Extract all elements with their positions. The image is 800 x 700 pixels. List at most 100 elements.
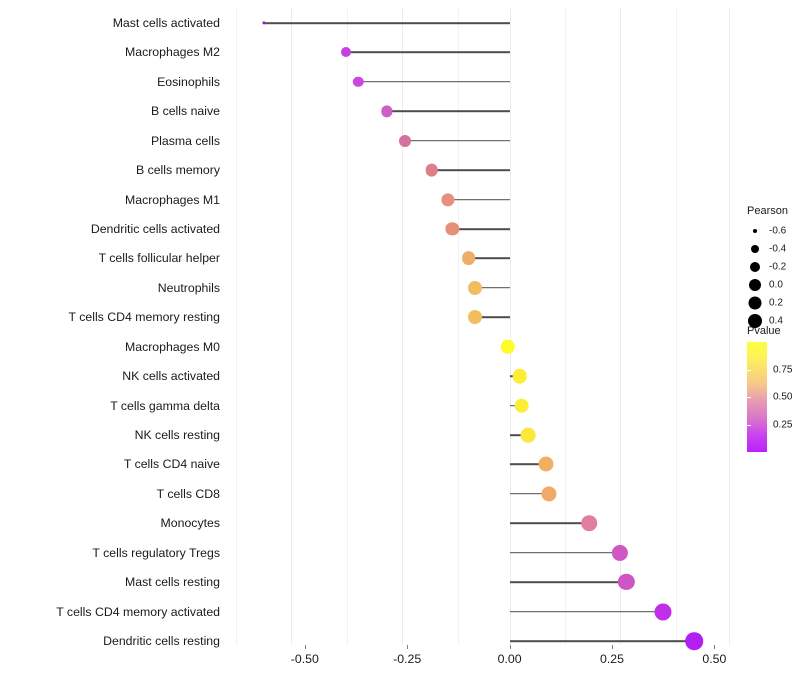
lollipop-point[interactable] (512, 368, 528, 384)
legend-pearson-key (749, 279, 761, 291)
legend-pearson-key (750, 262, 760, 272)
lollipop-point[interactable] (381, 105, 393, 117)
legend-pearson-label: -0.2 (769, 261, 787, 273)
lollipop-stem (263, 22, 510, 24)
colorbar-tickmark (747, 397, 751, 398)
y-axis-label: T cells gamma delta (110, 398, 220, 413)
gridline-minor (676, 8, 677, 645)
x-axis-tick-label: 0.25 (600, 652, 624, 666)
y-axis-label: B cells memory (135, 163, 220, 178)
lollipop-stem (448, 198, 510, 201)
y-axis-label: Mast cells activated (112, 16, 220, 30)
legend-pearson-key (753, 229, 757, 233)
y-axis-label: T cells follicular helper (98, 251, 220, 266)
y-axis-label: Monocytes (160, 516, 220, 531)
legend-pearson-row: -0.4 (745, 240, 800, 258)
y-axis-labels: Mast cells activated Macrophages M2 Eosino… (0, 0, 220, 700)
lollipop-point[interactable] (399, 134, 412, 147)
legend-pearson-key (748, 314, 762, 328)
x-axis-tickmark (612, 645, 613, 649)
y-axis-label: Mast cells resting (125, 575, 220, 590)
x-axis-tick-label: 0.00 (497, 652, 522, 666)
lollipop-point[interactable] (352, 76, 364, 88)
x-axis-tick-label: -0.50 (290, 652, 319, 666)
lollipop-stem (509, 551, 621, 554)
y-axis-label: T cells CD8 (156, 486, 220, 501)
legend-pearson-title: Pearson (747, 205, 788, 217)
x-axis-tickmark (407, 645, 409, 649)
colorbar-tick-label: 0.25 (773, 419, 793, 430)
lollipop-point[interactable] (262, 21, 266, 25)
lollipop-stem (509, 610, 664, 613)
y-axis-label: T cells CD4 memory resting (68, 310, 220, 325)
legend-pvalue-title: Pvalue (747, 325, 781, 337)
legend-pearson-row: -0.6 (745, 222, 800, 240)
lollipop-point[interactable] (445, 222, 459, 236)
y-axis-label: T cells regulatory Tregs (92, 545, 220, 560)
y-axis-label: Eosinophils (157, 74, 220, 89)
legend-pearson-label: 0.0 (769, 279, 783, 291)
colorbar-tick-label: 0.75 (773, 364, 793, 375)
colorbar-tickmark (747, 424, 751, 426)
colorbar-tick-label: 0.50 (773, 391, 793, 403)
x-axis-tick-label: -0.25 (393, 652, 422, 666)
legend-pearson: Pearson -0.6 -0.4 -0.2 0.0 0.2 0.4 (745, 205, 800, 330)
y-axis-label: NK cells activated (122, 369, 220, 384)
colorbar-tickmark (747, 369, 751, 371)
colorbar-body: 0.75 0.50 0.25 (745, 342, 800, 452)
legend-pearson-key (751, 245, 759, 253)
y-axis-label: NK cells resting (134, 428, 220, 442)
lollipop-point[interactable] (467, 280, 482, 295)
y-axis-label: Macrophages M0 (124, 339, 220, 354)
lollipop-point[interactable] (425, 163, 439, 177)
lollipop-stem (468, 257, 510, 260)
x-axis-tickmark (509, 645, 511, 649)
lollipop-point[interactable] (520, 427, 536, 443)
lollipop-stem (509, 434, 529, 436)
legend-pearson-key (748, 296, 762, 310)
gridline-major (510, 8, 511, 645)
legend-pearson-row: 0.2 (745, 294, 800, 312)
lollipop-point[interactable] (441, 192, 455, 207)
y-axis-label: T cells CD4 naive (123, 457, 220, 472)
legend-pearson-label: -0.6 (769, 225, 787, 237)
lollipop-stem (509, 640, 694, 642)
lollipop-stem (405, 139, 510, 142)
y-axis-label: B cells naive (150, 104, 220, 119)
lollipop-point[interactable] (540, 486, 557, 502)
lollipop-stem (509, 463, 547, 466)
x-axis: -0.50 -0.25 0.00 0.25 0.50 (0, 645, 800, 675)
legend-pearson-label: 0.2 (769, 297, 783, 309)
lollipop-stem (509, 522, 590, 525)
plot-panel (228, 8, 740, 650)
y-axis-label: Dendritic cells activated (90, 222, 220, 236)
legend-pearson-label: 0.4 (769, 315, 783, 327)
legend-pearson-row: 0.0 (745, 276, 800, 294)
lollipop-point[interactable] (538, 456, 554, 472)
y-axis-label: Macrophages M1 (124, 192, 220, 207)
lollipop-stem (474, 316, 510, 319)
lollipop-stem (452, 228, 510, 230)
x-axis-tick-label: 0.50 (702, 652, 727, 666)
lollipop-point[interactable] (467, 310, 482, 325)
lollipop-point[interactable] (514, 398, 530, 413)
lollipop-stem (345, 51, 510, 54)
gridline-major (620, 8, 621, 645)
lollipop-point[interactable] (618, 573, 635, 591)
y-axis-label: T cells CD4 memory activated (56, 604, 220, 619)
y-axis-label: Dendritic cells resting (103, 634, 220, 648)
lollipop-point[interactable] (461, 251, 476, 266)
legend-pvalue: Pvalue 0.75 0.50 0.25 (745, 325, 800, 452)
lollipop-point[interactable] (612, 544, 629, 561)
lollipop-point[interactable] (654, 603, 672, 621)
lollipop-point[interactable] (500, 339, 515, 354)
gridline-minor (458, 8, 459, 645)
lollipop-point[interactable] (581, 515, 598, 532)
lollipop-stem (431, 169, 510, 171)
lollipop-point[interactable] (340, 47, 351, 58)
lollipop-point[interactable] (685, 632, 703, 650)
gridline-major (402, 8, 403, 645)
x-axis-tickmark (714, 645, 716, 649)
lollipop-stem (386, 110, 510, 113)
